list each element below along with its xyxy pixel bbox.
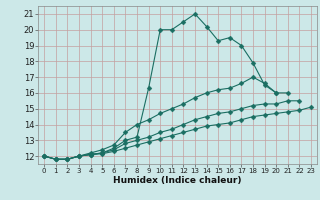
X-axis label: Humidex (Indice chaleur): Humidex (Indice chaleur) <box>113 176 242 185</box>
